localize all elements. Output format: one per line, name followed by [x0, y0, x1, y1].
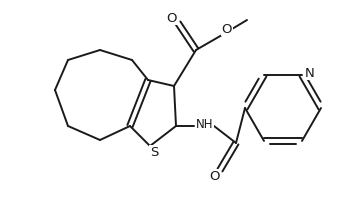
Text: S: S: [150, 146, 158, 159]
Text: O: O: [167, 11, 177, 25]
Text: NH: NH: [196, 118, 214, 131]
Text: O: O: [222, 23, 232, 35]
Text: N: N: [305, 67, 315, 80]
Text: O: O: [210, 169, 220, 183]
